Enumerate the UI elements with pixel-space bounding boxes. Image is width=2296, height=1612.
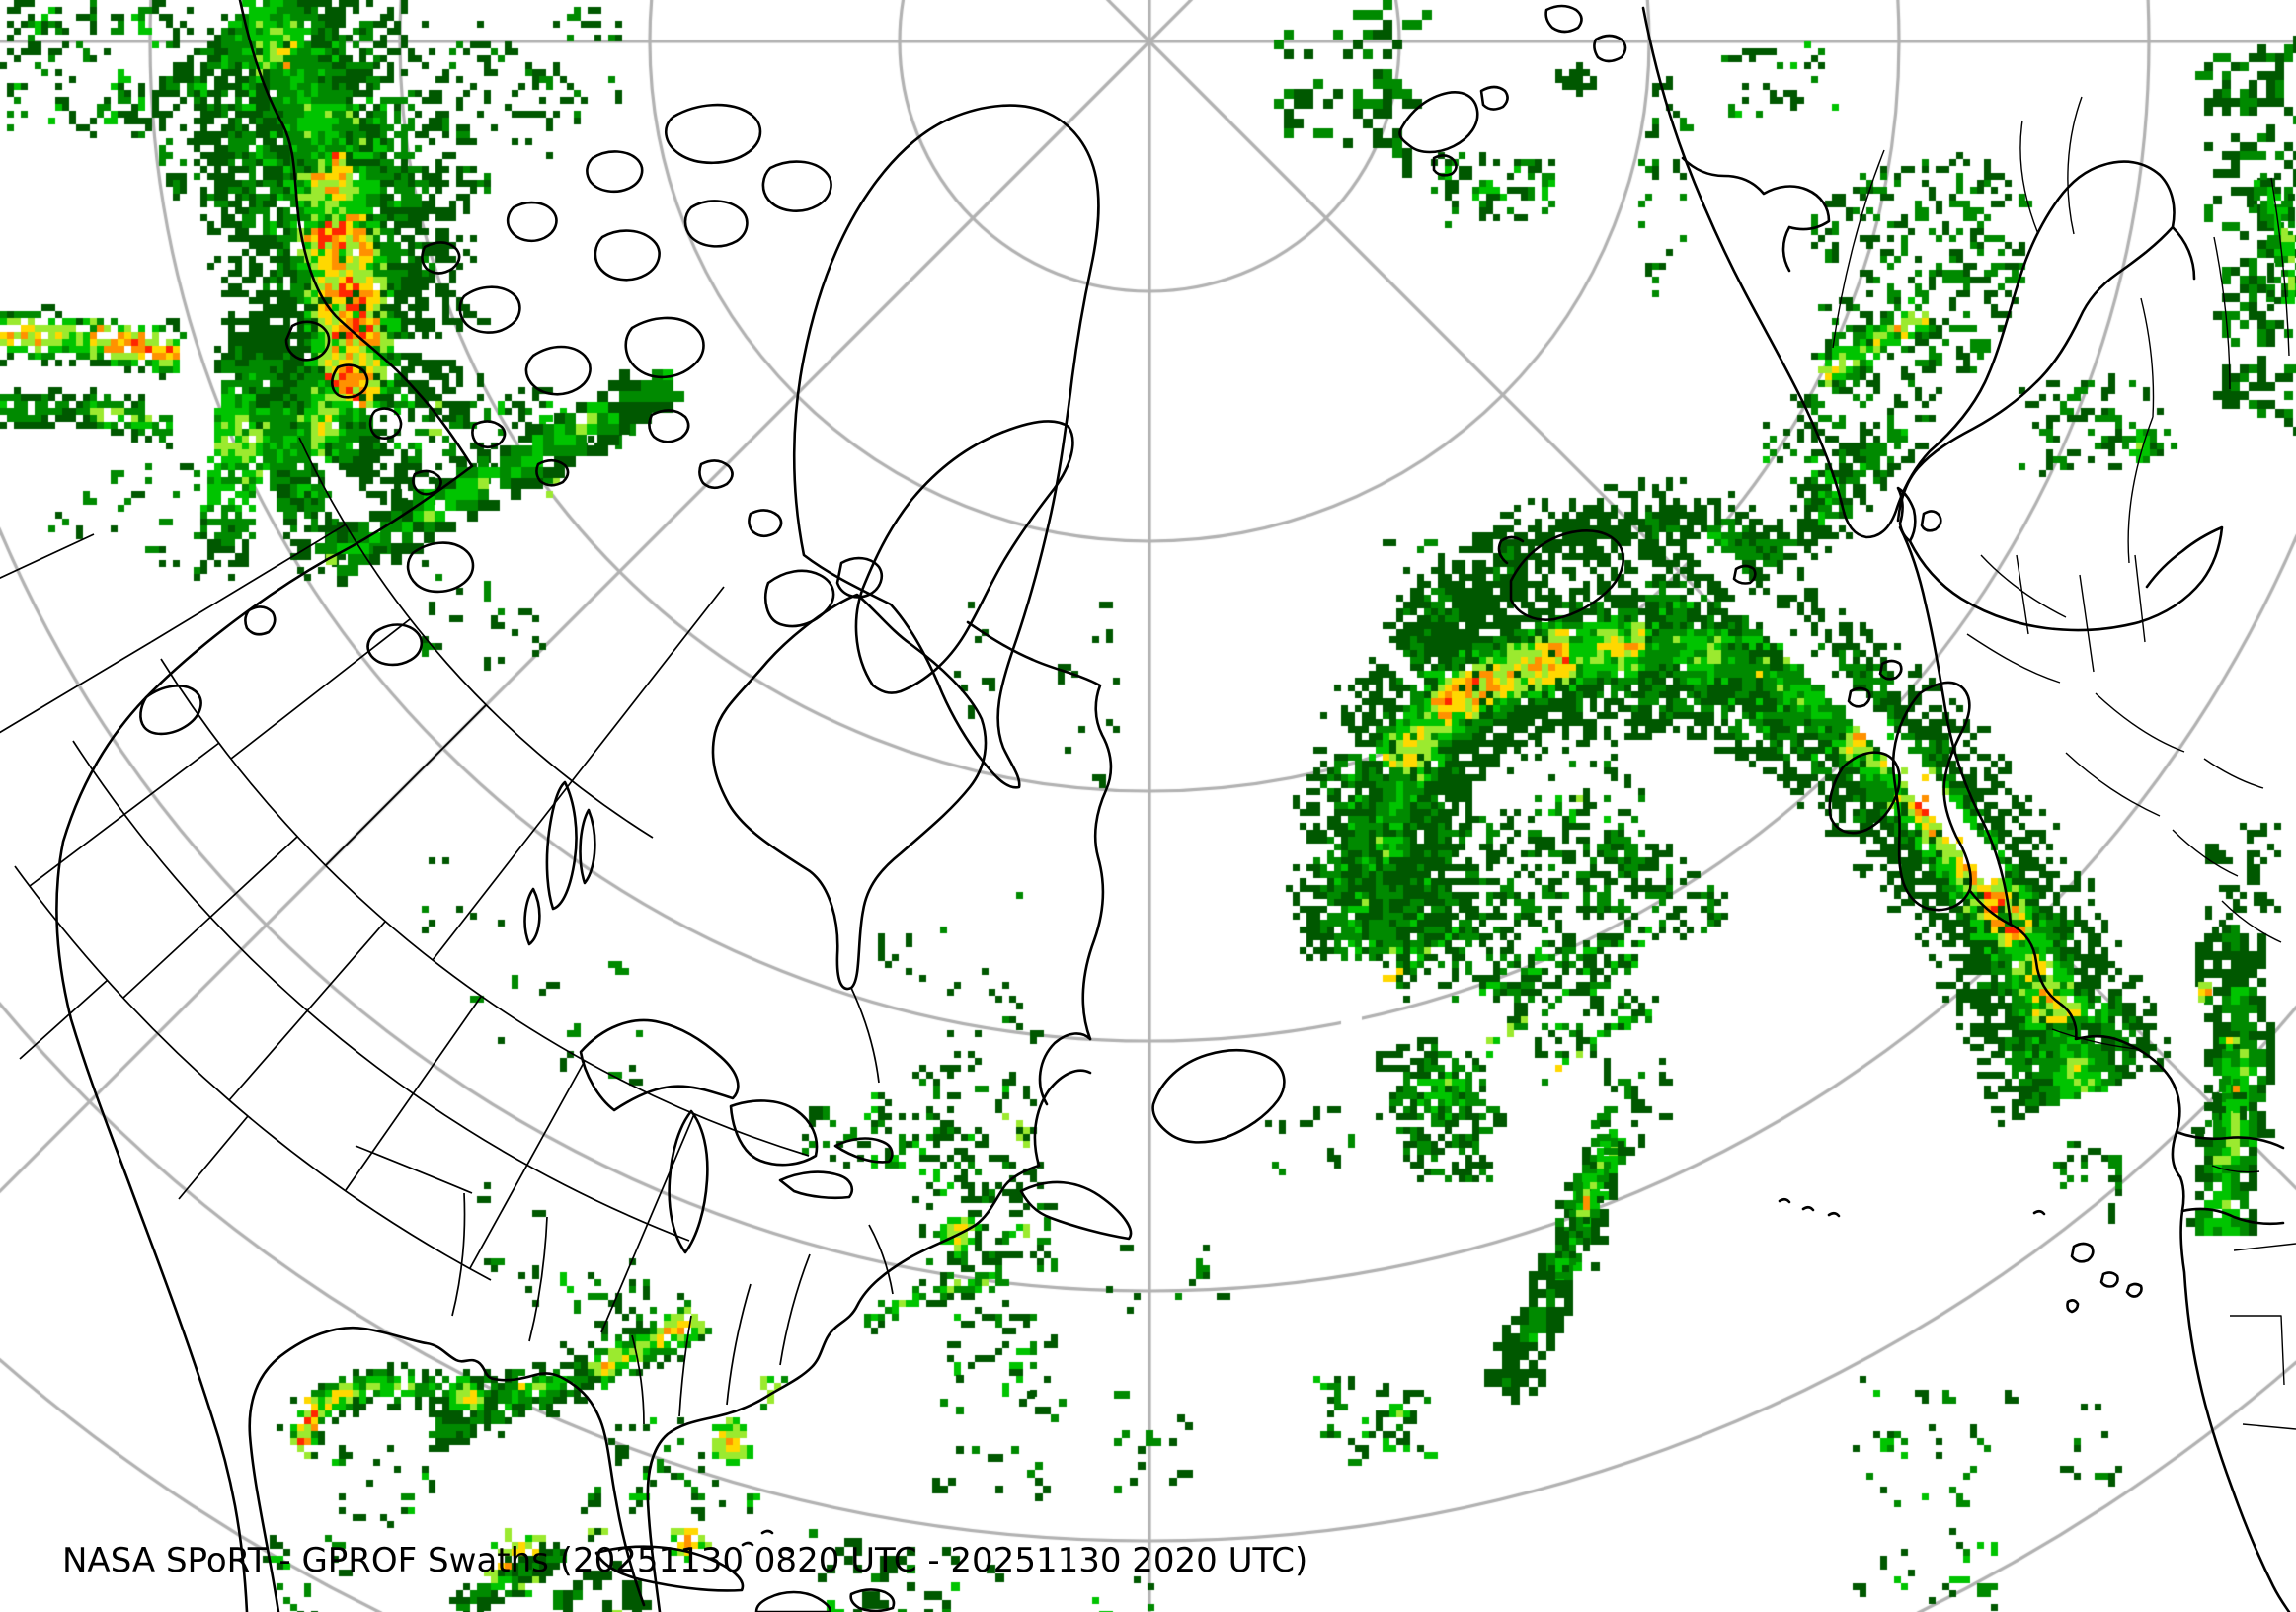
- border-segment: [0, 641, 152, 734]
- border-segment: [19, 979, 109, 1060]
- nova-scotia: [1019, 1180, 1133, 1241]
- border-segment: [325, 704, 487, 866]
- cuba: [594, 1545, 745, 1592]
- hudson-bay: [711, 593, 988, 991]
- newfoundland: [1151, 1048, 1286, 1144]
- baffin-island: [854, 420, 1074, 694]
- canary-islands: [2066, 1242, 2143, 1314]
- baltic-south-coast: [1908, 525, 2224, 632]
- europe-border-net: [1832, 96, 2296, 1430]
- faroe-islands: [1732, 564, 1757, 585]
- europe-atlantic-coast: [1968, 889, 2291, 1612]
- hispaniola-jamaica: [754, 1588, 896, 1612]
- gulf-coast: [248, 1326, 646, 1612]
- labrador-coast: [966, 620, 1113, 1041]
- haida-gwaii-island: [244, 605, 277, 636]
- border-segment: [72, 740, 690, 1242]
- hebrides-orkney: [1847, 659, 1903, 708]
- denmark: [1896, 486, 1942, 543]
- border-segment: [0, 533, 95, 579]
- arctic-islands-ne: [1544, 4, 1627, 63]
- southampton-islands: [764, 556, 883, 628]
- bahamas: [741, 1529, 792, 1553]
- canadian-lakes: [366, 541, 596, 946]
- border-segment: [230, 618, 411, 760]
- se-state-borders: [355, 1145, 894, 1425]
- kola-white-sea: [1681, 156, 2196, 281]
- svalbard: [1398, 85, 1509, 177]
- greenland: [792, 104, 1100, 789]
- border-segment: [432, 780, 573, 961]
- na-border-lattice: [0, 437, 810, 1333]
- ireland: [1828, 751, 1901, 835]
- border-segment: [14, 865, 492, 1281]
- azores-madeira: [1778, 1197, 2046, 1218]
- great-britain: [1891, 681, 1972, 912]
- arctic-archipelago: [412, 103, 832, 538]
- border-segment: [571, 586, 725, 782]
- north-sea-coast: [1898, 525, 2013, 927]
- scandinavia-coast: [1641, 6, 2176, 539]
- border-segment: [150, 524, 347, 643]
- gulf-st-lawrence: [1033, 1032, 1092, 1168]
- border-segment: [298, 437, 654, 839]
- pacific-coast: [55, 0, 474, 1612]
- political-borders: [0, 437, 894, 1425]
- atlantic-coast: [646, 1164, 1041, 1612]
- alaska-islands: [284, 320, 403, 440]
- great-lakes: [579, 1018, 894, 1254]
- mediterranean-coast: [2175, 1130, 2285, 1226]
- border-segment: [160, 658, 810, 1157]
- coastlines: [55, 0, 2291, 1612]
- map-title: NASA SPoRT - GPROF Swaths (20251130 0820…: [62, 1541, 1308, 1580]
- border-segment: [178, 1115, 249, 1200]
- iceland: [1497, 529, 1625, 621]
- europe-borders: [1832, 96, 2296, 1430]
- vancouver-island: [139, 685, 202, 736]
- ontario-quebec-border: [850, 987, 880, 1084]
